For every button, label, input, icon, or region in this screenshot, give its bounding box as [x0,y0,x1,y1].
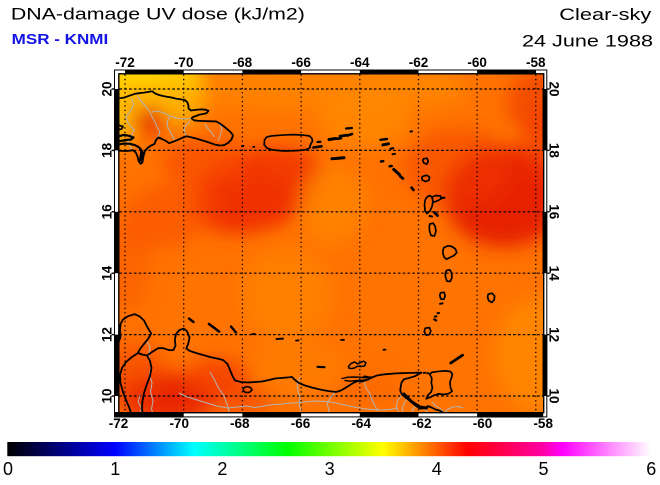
svg-text:14: 14 [547,266,562,282]
svg-text:-58: -58 [526,55,546,70]
svg-text:-64: -64 [351,416,371,431]
svg-text:0: 0 [3,459,13,479]
svg-text:-68: -68 [230,416,250,431]
svg-text:1: 1 [110,459,120,479]
svg-text:Clear-sky: Clear-sky [559,5,652,24]
svg-text:24 June 1988: 24 June 1988 [522,31,653,50]
svg-text:MSR - KNMI: MSR - KNMI [12,31,109,48]
svg-text:-60: -60 [467,55,487,70]
svg-text:18: 18 [547,143,562,159]
svg-text:2: 2 [217,459,227,479]
svg-text:16: 16 [547,204,562,220]
svg-text:-72: -72 [115,55,135,70]
svg-text:20: 20 [99,81,114,96]
svg-text:DNA-damage UV dose (kJ/m2): DNA-damage UV dose (kJ/m2) [11,4,305,23]
svg-text:-62: -62 [412,416,432,431]
svg-text:12: 12 [99,327,114,342]
svg-text:6: 6 [646,459,656,479]
svg-text:-66: -66 [291,416,311,431]
svg-text:10: 10 [99,388,114,403]
svg-text:14: 14 [99,265,114,281]
svg-text:-60: -60 [473,416,493,431]
svg-text:-58: -58 [533,416,553,431]
svg-text:4: 4 [432,459,442,479]
svg-text:-72: -72 [109,416,129,431]
svg-text:12: 12 [547,327,562,342]
svg-text:-64: -64 [350,55,370,70]
svg-text:-70: -70 [174,55,194,70]
svg-text:20: 20 [547,81,562,96]
svg-text:-70: -70 [169,416,189,431]
svg-text:3: 3 [325,459,335,479]
svg-text:16: 16 [99,204,114,220]
svg-text:10: 10 [547,388,562,403]
svg-text:5: 5 [538,459,548,479]
svg-text:-66: -66 [291,55,311,70]
svg-text:18: 18 [99,142,114,158]
svg-text:-62: -62 [409,55,429,70]
svg-text:-68: -68 [233,55,253,70]
